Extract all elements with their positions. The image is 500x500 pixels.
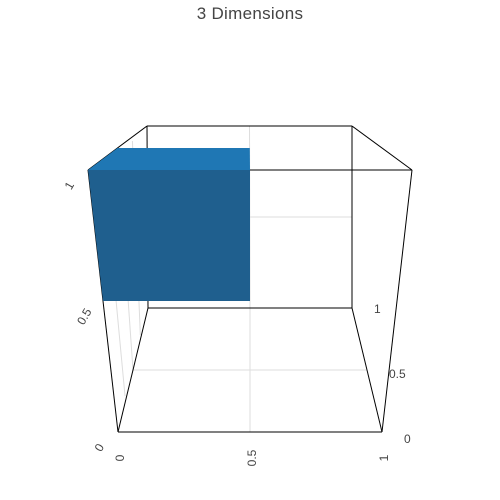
frame-edge-4: [351, 307, 383, 433]
x-tick-label-1: 0: [113, 454, 127, 461]
cube-1-top-face: [88, 148, 250, 170]
frame-edge-10: [381, 169, 413, 433]
x-tick-label-2: 0.5: [245, 449, 259, 466]
y-tick-label-1: 0: [404, 432, 411, 446]
frame-edge-3: [117, 307, 149, 433]
chart-title: 3 Dimensions: [196, 4, 304, 23]
y-tick-label-2: 0.5: [389, 367, 406, 381]
x-tick-label-3: 1: [377, 454, 391, 461]
frame-edge-8: [351, 125, 413, 171]
y-tick-label-3: 1: [374, 302, 381, 316]
z-tick-label-2: 0.5: [74, 306, 95, 328]
mesh-layer: [88, 148, 250, 301]
z-tick-label-1: 0: [92, 441, 108, 454]
cube-1-front-face: [88, 170, 250, 301]
z-tick-label-3: 1: [62, 179, 78, 192]
